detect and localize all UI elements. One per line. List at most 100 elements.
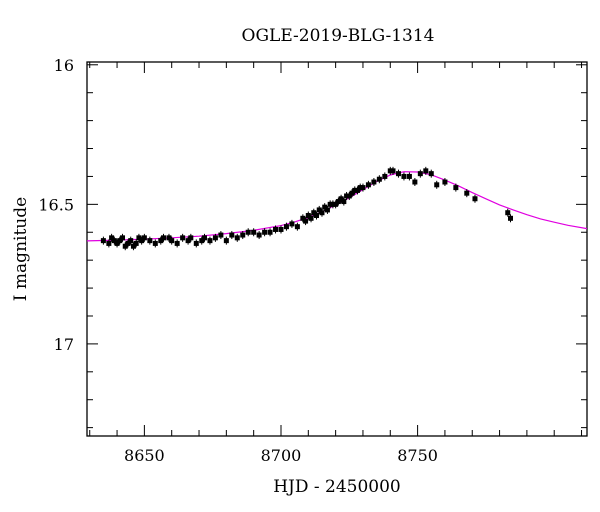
data-point [428, 171, 434, 177]
data-point [117, 238, 123, 244]
data-point [114, 240, 120, 246]
data-point [141, 235, 147, 241]
data-point [234, 235, 240, 241]
data-point [161, 235, 167, 241]
data-point [152, 240, 158, 246]
data-point [357, 185, 363, 191]
data-point [251, 229, 257, 235]
chart-title: OGLE-2019-BLG-1314 [242, 26, 435, 46]
data-point [352, 187, 358, 193]
data-point [346, 193, 352, 199]
x-tick-label: 8650 [124, 446, 165, 465]
data-point [240, 232, 246, 238]
data-point [300, 215, 306, 221]
data-point [341, 199, 347, 205]
data-point [262, 229, 268, 235]
data-point [417, 171, 423, 177]
data-point [406, 173, 412, 179]
data-point [505, 210, 511, 216]
data-point [333, 201, 339, 207]
data-point [278, 226, 284, 232]
data-point [376, 176, 382, 182]
data-point [130, 243, 136, 249]
data-point [365, 182, 371, 188]
data-point [371, 179, 377, 185]
data-points [100, 166, 513, 251]
data-point [401, 173, 407, 179]
data-point [308, 215, 314, 221]
y-tick-label: 17 [54, 335, 74, 354]
plot-frame [86, 61, 588, 437]
data-point [324, 207, 330, 213]
data-point [319, 210, 325, 216]
data-point [316, 207, 322, 213]
data-point [289, 221, 295, 227]
data-point [218, 232, 224, 238]
data-point [330, 201, 336, 207]
data-point [354, 187, 360, 193]
data-point [335, 199, 341, 205]
data-point [412, 179, 418, 185]
data-point [395, 171, 401, 177]
data-point [139, 238, 145, 244]
x-tick-label: 8750 [397, 446, 438, 465]
data-point [212, 235, 218, 241]
data-point [360, 185, 366, 191]
x-tick-label: 8700 [261, 446, 302, 465]
data-point [338, 196, 344, 202]
axis-ticks [87, 62, 587, 436]
data-point [305, 213, 311, 219]
data-point [122, 243, 128, 249]
data-point [125, 240, 131, 246]
data-point [303, 218, 309, 224]
data-point [133, 240, 139, 246]
data-point [382, 173, 388, 179]
data-point [327, 201, 333, 207]
data-point [111, 238, 117, 244]
data-point [128, 238, 134, 244]
data-point [185, 238, 191, 244]
data-point [188, 235, 194, 241]
data-point [442, 179, 448, 185]
data-point [147, 238, 153, 244]
data-point [106, 240, 112, 246]
data-point [256, 232, 262, 238]
data-point [245, 229, 251, 235]
data-point [314, 213, 320, 219]
data-point [311, 210, 317, 216]
data-point [193, 240, 199, 246]
data-point [201, 235, 207, 241]
x-axis-label: HJD - 2450000 [273, 477, 401, 497]
y-axis-label: I magnitude [11, 197, 31, 301]
data-point [507, 215, 513, 221]
data-point [120, 235, 126, 241]
data-point [109, 235, 115, 241]
data-point [180, 235, 186, 241]
data-point [136, 235, 142, 241]
data-point [344, 193, 350, 199]
data-point [349, 190, 355, 196]
data-point [472, 196, 478, 202]
data-point [423, 168, 429, 174]
data-point [294, 224, 300, 230]
data-point [273, 226, 279, 232]
data-point [387, 168, 393, 174]
y-tick-label: 16.5 [38, 195, 74, 214]
data-point [434, 182, 440, 188]
axis-tick-labels: 8650 8700 8750 16 16.5 17 [38, 56, 438, 465]
data-point [207, 238, 213, 244]
data-point [174, 240, 180, 246]
data-point [322, 204, 328, 210]
data-point [283, 224, 289, 230]
data-point [464, 190, 470, 196]
data-point [453, 185, 459, 191]
data-point [229, 232, 235, 238]
data-point [100, 238, 106, 244]
data-point [267, 229, 273, 235]
data-point [166, 235, 172, 241]
data-point [223, 238, 229, 244]
data-point [390, 168, 396, 174]
y-tick-label: 16 [54, 56, 74, 75]
data-point [199, 238, 205, 244]
